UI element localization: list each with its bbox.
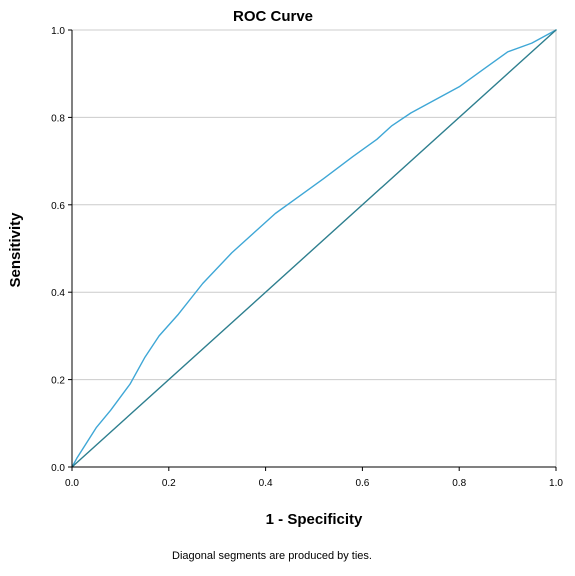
y-axis-ticks: 0.0 0.2 0.4 0.6 0.8 1.0 [51,26,72,474]
reference-diagonal-line [71,29,557,468]
y-tick-label-3: 0.6 [51,201,65,212]
y-axis-title: Sensitivity [7,212,24,288]
x-tick-label-1: 0.2 [162,478,176,489]
y-tick-label-2: 0.4 [51,288,65,299]
x-axis-ticks: 0.0 0.2 0.4 0.6 0.8 1.0 [65,467,563,489]
y-tick-label-5: 1.0 [51,26,65,37]
y-tick-label-1: 0.2 [51,376,65,387]
y-tick-label-4: 0.8 [51,113,65,124]
y-tick-label-0: 0.0 [51,463,65,474]
series-layer [71,29,557,468]
x-axis-title: 1 - Specificity [266,511,363,528]
chart-title: ROC Curve [233,8,313,25]
x-tick-label-0: 0.0 [65,478,79,489]
x-tick-label-4: 0.8 [452,478,466,489]
x-tick-label-2: 0.4 [259,478,273,489]
footnote: Diagonal segments are produced by ties. [172,550,372,562]
x-tick-label-5: 1.0 [549,478,563,489]
x-tick-label-3: 0.6 [355,478,369,489]
roc-curve-line [71,29,557,468]
gridlines [72,116,556,381]
